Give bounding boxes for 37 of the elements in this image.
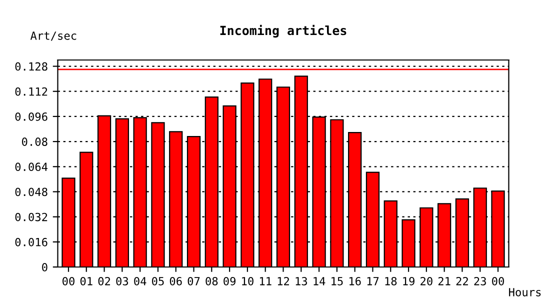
y-tick-label: 0.048 — [15, 188, 48, 196]
y-tick-label: 0.096 — [15, 112, 48, 121]
x-tick-label: 05 — [152, 276, 164, 286]
x-tick-label: 20 — [420, 276, 432, 286]
y-tick-label: 0.112 — [15, 87, 48, 96]
x-tick-label: 03 — [116, 276, 128, 286]
x-tick-label: 17 — [367, 277, 379, 286]
x-tick-label: 14 — [314, 277, 326, 286]
x-tick-label: 22 — [456, 276, 468, 286]
x-tick-label: 16 — [349, 276, 361, 286]
x-tick-label: 00 — [62, 276, 74, 286]
x-tick-label: 07 — [188, 276, 200, 286]
x-tick-label: 15 — [332, 277, 343, 286]
x-tick-label: 12 — [278, 276, 289, 286]
x-tick-label: 23 — [474, 276, 486, 286]
x-tick-label: 08 — [206, 276, 218, 286]
chart-title: Incoming articles — [220, 24, 346, 38]
y-tick-label: 0.08 — [22, 138, 48, 146]
x-tick-label: 04 — [134, 276, 146, 286]
x-tick-label: 06 — [170, 276, 182, 286]
y-axis-title: Art/sec — [30, 32, 76, 41]
x-tick-label: 09 — [224, 276, 236, 286]
y-tick-label: 0.016 — [15, 238, 48, 246]
y-tick-label: 0 — [42, 263, 48, 272]
x-tick-label: 13 — [296, 276, 307, 286]
x-tick-label: 21 — [438, 276, 450, 286]
x-axis-title: Hours — [509, 288, 541, 296]
x-tick-label: 18 — [385, 276, 397, 286]
x-tick-label: 10 — [242, 276, 254, 286]
y-tick-label: 0.064 — [15, 162, 48, 172]
y-tick-label: 0.128 — [15, 62, 48, 71]
y-tick-label: 0.032 — [15, 212, 48, 222]
x-tick-label: 11 — [260, 277, 272, 286]
x-tick-label: 02 — [98, 276, 110, 286]
x-tick-label: 00 — [492, 276, 504, 286]
x-tick-label: 19 — [403, 276, 414, 286]
x-tick-label: 01 — [80, 276, 92, 286]
